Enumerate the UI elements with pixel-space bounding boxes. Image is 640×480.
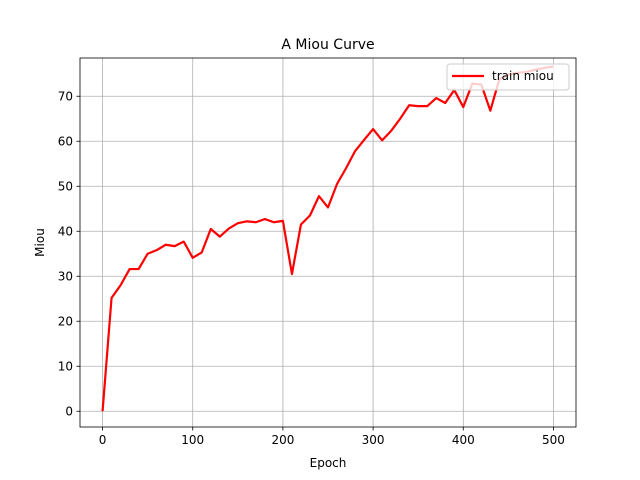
y-tick-label: 10 [58, 359, 73, 373]
y-tick-label: 20 [58, 314, 73, 328]
legend: train miou [446, 63, 570, 91]
legend-box [446, 63, 570, 91]
x-tick-label: 400 [452, 433, 475, 447]
x-tick-label: 0 [99, 433, 107, 447]
x-tick-label: 500 [542, 433, 565, 447]
y-tick-label: 70 [58, 89, 73, 103]
y-tick-label: 30 [58, 269, 73, 283]
x-tick-label: 300 [362, 433, 385, 447]
x-tick-label: 200 [271, 433, 294, 447]
x-axis-label: Epoch [310, 456, 347, 470]
x-tick-label: 100 [181, 433, 204, 447]
tick-layer: 0 100 200 300 400 500 0 10 20 30 40 50 60 70 [58, 89, 565, 447]
plot-frame [79, 57, 577, 428]
y-tick-label: 50 [58, 179, 73, 193]
legend-label-train-miou: train miou [492, 69, 554, 83]
grid-lines [80, 58, 576, 427]
chart-title: A Miou Curve [281, 37, 374, 53]
y-tick-label: 60 [58, 134, 73, 148]
y-tick-label: 40 [58, 224, 73, 238]
y-axis-label: Miou [33, 228, 47, 257]
y-tick-label: 0 [65, 404, 73, 418]
